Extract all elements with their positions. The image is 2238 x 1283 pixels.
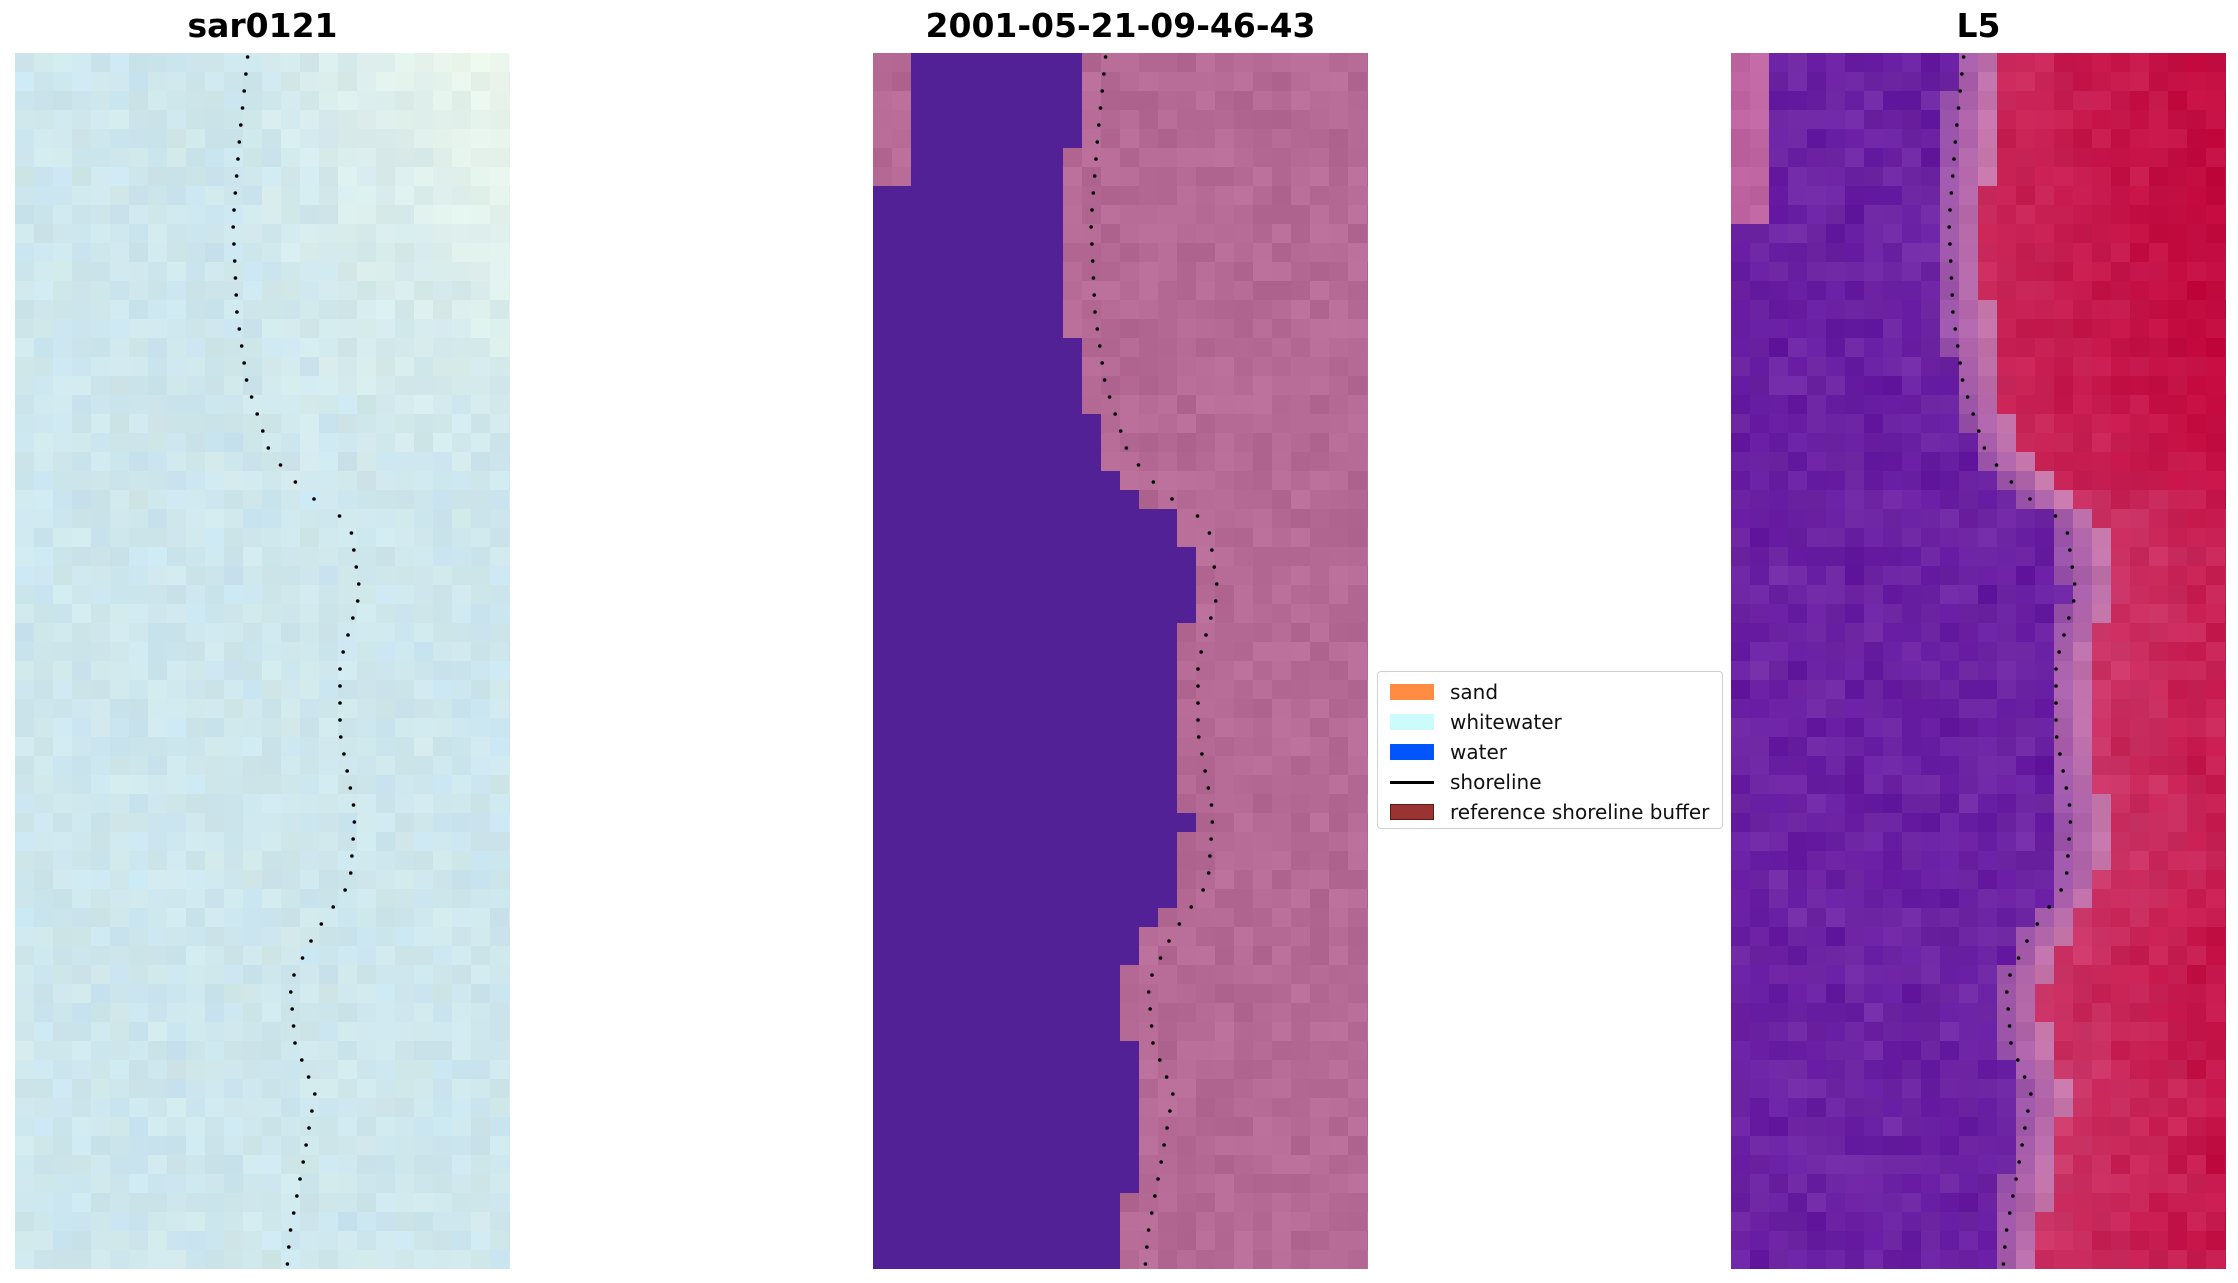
index-image <box>1731 53 2226 1269</box>
classified-image <box>873 53 1368 1269</box>
panel-title-index: L5 <box>1956 6 2001 45</box>
legend-label-water: water <box>1450 740 1507 764</box>
panel-title-rgb: sar0121 <box>187 6 338 45</box>
rgb-image <box>15 53 510 1269</box>
rgb-image-panel <box>15 53 510 1269</box>
shoreline-dots <box>1089 55 1219 1266</box>
panel-title-classified: 2001-05-21-09-46-43 <box>925 6 1316 45</box>
legend-item-shoreline: shoreline <box>1384 767 1722 797</box>
legend-label-sand: sand <box>1450 680 1499 704</box>
legend-label-buffer: reference shoreline buffer <box>1450 800 1710 824</box>
legend-item-whitewater: whitewater <box>1384 707 1722 737</box>
shoreline-dots <box>231 55 361 1266</box>
legend-label-whitewater: whitewater <box>1450 710 1562 734</box>
shoreline-line-swatch <box>1390 780 1434 784</box>
legend: sand whitewater water shoreline referenc… <box>1377 671 1723 829</box>
legend-item-water: water <box>1384 737 1722 767</box>
shoreline-dots <box>1947 55 2077 1266</box>
classified-image-panel <box>873 53 1368 1269</box>
legend-label-shoreline: shoreline <box>1450 770 1542 794</box>
sand-swatch <box>1390 684 1434 700</box>
whitewater-swatch <box>1390 714 1434 730</box>
legend-item-buffer: reference shoreline buffer <box>1384 797 1722 827</box>
legend-item-sand: sand <box>1384 677 1722 707</box>
index-image-panel <box>1731 53 2226 1269</box>
water-swatch <box>1390 744 1434 760</box>
buffer-swatch <box>1390 804 1434 820</box>
